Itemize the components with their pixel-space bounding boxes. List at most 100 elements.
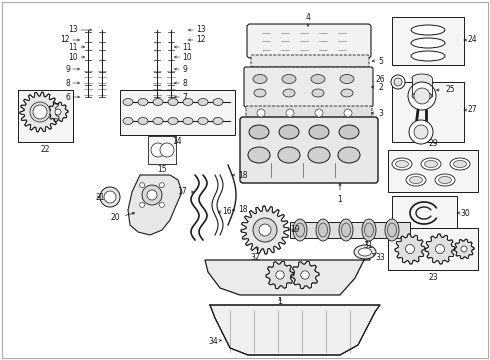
Text: 18: 18 — [232, 206, 247, 215]
Circle shape — [104, 191, 116, 203]
Bar — [412, 78, 432, 96]
Ellipse shape — [123, 117, 133, 125]
Text: 24: 24 — [464, 36, 477, 45]
Circle shape — [159, 183, 165, 188]
Ellipse shape — [138, 99, 148, 105]
Text: 5: 5 — [372, 57, 383, 66]
Ellipse shape — [354, 245, 376, 259]
Ellipse shape — [168, 117, 178, 125]
Circle shape — [160, 143, 174, 157]
Circle shape — [414, 88, 430, 104]
Bar — [392, 196, 457, 230]
FancyBboxPatch shape — [244, 67, 373, 107]
Circle shape — [394, 78, 402, 86]
Ellipse shape — [340, 75, 354, 84]
Text: 9: 9 — [182, 64, 187, 73]
Ellipse shape — [279, 125, 299, 139]
Ellipse shape — [342, 223, 350, 237]
Text: 6: 6 — [65, 93, 70, 102]
Ellipse shape — [412, 92, 432, 100]
Ellipse shape — [248, 147, 270, 163]
Circle shape — [414, 125, 428, 139]
Circle shape — [142, 185, 162, 205]
Text: 12: 12 — [196, 36, 205, 45]
Text: 12: 12 — [60, 36, 70, 45]
Ellipse shape — [341, 89, 353, 97]
Ellipse shape — [359, 248, 371, 256]
Polygon shape — [266, 261, 294, 289]
Text: 23: 23 — [428, 273, 438, 282]
Ellipse shape — [435, 174, 455, 186]
Ellipse shape — [388, 223, 396, 237]
Ellipse shape — [249, 125, 269, 139]
Bar — [392, 17, 464, 65]
Ellipse shape — [365, 223, 373, 237]
Ellipse shape — [309, 125, 329, 139]
FancyBboxPatch shape — [246, 106, 372, 119]
Ellipse shape — [213, 117, 223, 125]
Text: 1: 1 — [338, 184, 343, 204]
Ellipse shape — [278, 147, 300, 163]
Ellipse shape — [153, 117, 163, 125]
Ellipse shape — [311, 75, 325, 84]
Ellipse shape — [338, 147, 360, 163]
Ellipse shape — [282, 75, 296, 84]
Text: 26: 26 — [375, 76, 385, 85]
Ellipse shape — [339, 219, 353, 241]
Text: 21: 21 — [95, 193, 104, 202]
Ellipse shape — [198, 117, 208, 125]
Ellipse shape — [316, 219, 330, 241]
Polygon shape — [241, 206, 289, 254]
FancyBboxPatch shape — [240, 117, 378, 183]
Text: 20: 20 — [110, 212, 135, 222]
Text: 34: 34 — [208, 338, 221, 346]
Ellipse shape — [254, 89, 266, 97]
Circle shape — [258, 223, 272, 237]
Circle shape — [257, 109, 265, 117]
Text: 7: 7 — [182, 93, 187, 102]
Ellipse shape — [253, 75, 267, 84]
Circle shape — [391, 75, 405, 89]
Text: 8: 8 — [182, 78, 187, 87]
Ellipse shape — [312, 89, 324, 97]
Polygon shape — [128, 175, 182, 235]
Bar — [392, 82, 464, 142]
Ellipse shape — [123, 99, 133, 105]
Text: 4: 4 — [306, 13, 311, 26]
Circle shape — [253, 218, 277, 242]
Ellipse shape — [412, 74, 432, 82]
Circle shape — [147, 190, 157, 200]
Ellipse shape — [410, 176, 422, 184]
Text: 22: 22 — [41, 144, 50, 153]
Polygon shape — [48, 102, 68, 122]
Circle shape — [286, 109, 294, 117]
Text: 33: 33 — [372, 253, 385, 262]
Text: 13: 13 — [196, 26, 206, 35]
Text: 10: 10 — [69, 53, 78, 62]
Circle shape — [100, 187, 120, 207]
Ellipse shape — [295, 223, 304, 237]
Ellipse shape — [421, 158, 441, 170]
Circle shape — [276, 271, 284, 279]
Polygon shape — [205, 252, 370, 295]
Ellipse shape — [395, 161, 409, 167]
Ellipse shape — [385, 219, 399, 241]
Text: 27: 27 — [464, 105, 477, 114]
Text: 29: 29 — [428, 139, 438, 148]
Text: 17: 17 — [177, 188, 194, 197]
Polygon shape — [425, 234, 455, 264]
Ellipse shape — [168, 99, 178, 105]
Ellipse shape — [198, 99, 208, 105]
Ellipse shape — [213, 99, 223, 105]
Text: 13: 13 — [69, 26, 78, 35]
Ellipse shape — [411, 25, 445, 35]
Polygon shape — [454, 239, 474, 259]
Text: 31: 31 — [363, 240, 373, 249]
Text: 2: 2 — [372, 82, 383, 91]
Bar — [120, 90, 235, 135]
Ellipse shape — [183, 117, 193, 125]
Text: 3: 3 — [372, 108, 383, 117]
FancyBboxPatch shape — [247, 24, 371, 58]
Text: 11: 11 — [69, 42, 78, 51]
Ellipse shape — [411, 38, 445, 48]
